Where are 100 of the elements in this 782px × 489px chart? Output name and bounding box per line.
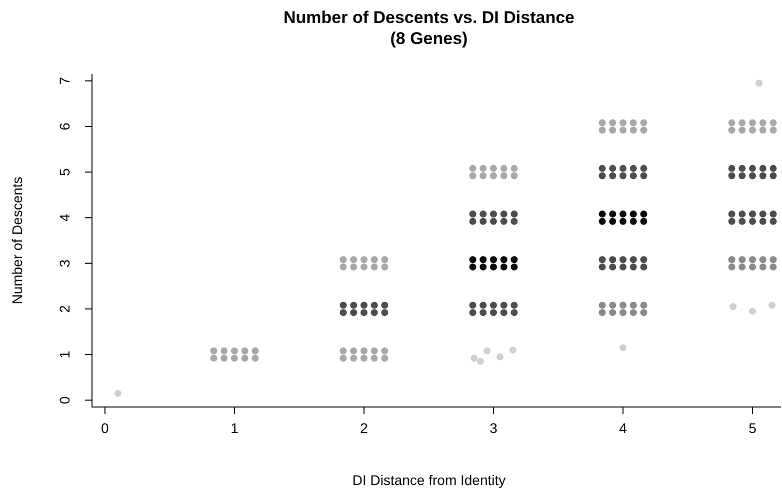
point	[490, 263, 497, 270]
point	[340, 263, 347, 270]
point	[350, 347, 358, 354]
y-tick-label: 6	[56, 122, 73, 130]
point	[749, 308, 756, 315]
point	[381, 256, 388, 264]
point	[230, 347, 238, 354]
point	[360, 347, 368, 354]
point	[340, 354, 347, 362]
point	[480, 172, 487, 180]
point	[490, 172, 497, 180]
point	[749, 126, 756, 134]
point	[640, 210, 648, 218]
x-tick-label: 2	[360, 420, 368, 436]
point	[480, 256, 487, 264]
point	[598, 126, 606, 134]
point	[640, 119, 648, 126]
point	[469, 263, 476, 270]
point	[630, 210, 637, 218]
point	[470, 354, 478, 362]
x-tick-label: 1	[230, 420, 239, 436]
point	[252, 347, 259, 354]
point	[770, 263, 777, 270]
x-tick-label: 0	[101, 420, 110, 436]
point	[598, 210, 606, 218]
point	[728, 263, 736, 270]
point	[496, 353, 504, 360]
point	[630, 126, 637, 134]
point	[469, 256, 476, 264]
y-axis-title: Number of Descents	[9, 176, 25, 304]
point	[500, 263, 508, 270]
point	[340, 347, 347, 354]
point	[360, 263, 368, 270]
point	[619, 210, 626, 218]
point	[252, 354, 259, 362]
point	[738, 256, 746, 264]
y-tick-label: 0	[56, 396, 73, 404]
point	[619, 218, 626, 225]
point	[630, 309, 637, 316]
point	[759, 256, 766, 264]
point	[490, 164, 497, 172]
point	[241, 354, 248, 362]
point	[598, 119, 606, 126]
point	[370, 354, 378, 362]
point	[630, 119, 637, 126]
point	[469, 164, 476, 172]
point	[755, 80, 762, 87]
point	[469, 172, 476, 180]
point	[759, 263, 766, 270]
y-tick-label: 3	[56, 259, 73, 268]
point	[619, 119, 626, 126]
point	[490, 256, 497, 264]
point	[768, 302, 776, 309]
point	[640, 302, 648, 309]
point	[210, 354, 218, 362]
point	[770, 256, 777, 264]
point	[510, 172, 518, 180]
point	[381, 354, 388, 362]
y-tick-label: 2	[56, 304, 73, 313]
point	[241, 347, 248, 354]
point	[619, 309, 626, 316]
point	[220, 347, 228, 354]
point	[509, 346, 516, 354]
point	[609, 126, 616, 134]
point	[340, 256, 347, 264]
y-tick-label: 1	[56, 350, 73, 358]
point	[350, 263, 358, 270]
point	[609, 210, 616, 218]
y-tick-label: 5	[56, 168, 73, 176]
point	[598, 218, 606, 225]
point	[728, 126, 736, 134]
point	[360, 354, 368, 362]
point	[350, 256, 358, 264]
point	[738, 126, 746, 134]
point	[598, 309, 606, 316]
point	[770, 119, 777, 126]
point	[370, 256, 378, 264]
point	[738, 119, 746, 126]
point	[114, 390, 122, 397]
point	[480, 263, 487, 270]
point	[350, 354, 358, 362]
point	[598, 302, 606, 309]
point	[510, 256, 518, 264]
point	[749, 119, 756, 126]
point	[619, 344, 626, 352]
point	[480, 164, 487, 172]
point	[619, 302, 626, 309]
point	[640, 309, 648, 316]
point	[728, 119, 736, 126]
point	[500, 164, 508, 172]
point	[220, 354, 228, 362]
point	[500, 256, 508, 264]
point	[749, 263, 756, 270]
point	[738, 263, 746, 270]
point	[609, 119, 616, 126]
point	[609, 218, 616, 225]
chart-title: Number of Descents vs. DI Distance (8 Genes)	[284, 8, 574, 48]
point	[609, 309, 616, 316]
point	[619, 126, 626, 134]
point	[749, 256, 756, 264]
